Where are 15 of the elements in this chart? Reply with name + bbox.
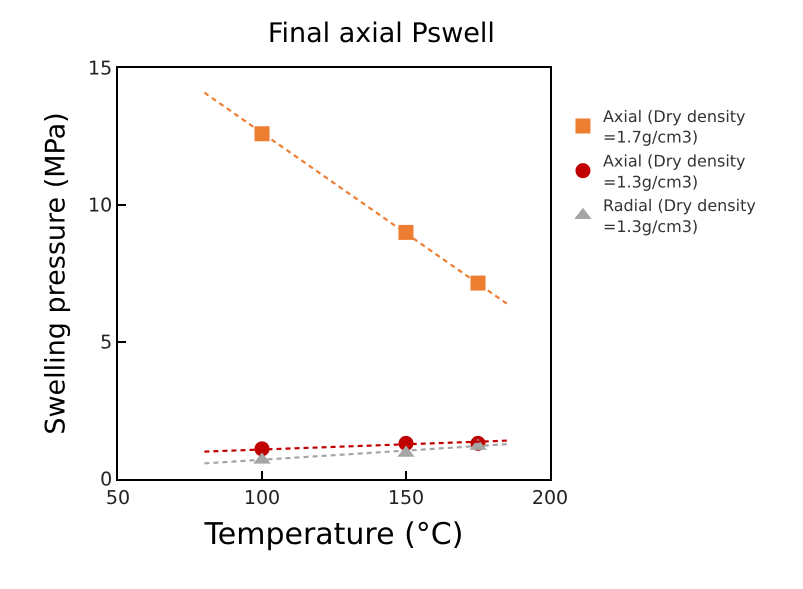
legend-label: Axial (Dry density =1.7g/cm3) [602, 106, 746, 147]
point [254, 126, 270, 142]
x-tick-label: 150 [388, 486, 424, 509]
point [398, 224, 414, 240]
x-tick-label: 200 [532, 486, 568, 509]
y-tick-label: 15 [88, 58, 112, 80]
y-tick-label: 10 [88, 194, 112, 217]
legend-label: Radial (Dry density =1.3g/cm3) [602, 196, 756, 236]
x-tick-label: 100 [244, 486, 280, 509]
legend-label: Axial (Dry density =1.3g/cm3) [602, 151, 746, 192]
x-axis-title: Temperature (°C) [204, 516, 464, 552]
y-axis-title: Swelling pressure (MPa) [40, 112, 72, 435]
point [470, 276, 486, 291]
y-tick-label: 5 [100, 332, 112, 354]
chart-title: Final axial Pswell [268, 18, 495, 49]
